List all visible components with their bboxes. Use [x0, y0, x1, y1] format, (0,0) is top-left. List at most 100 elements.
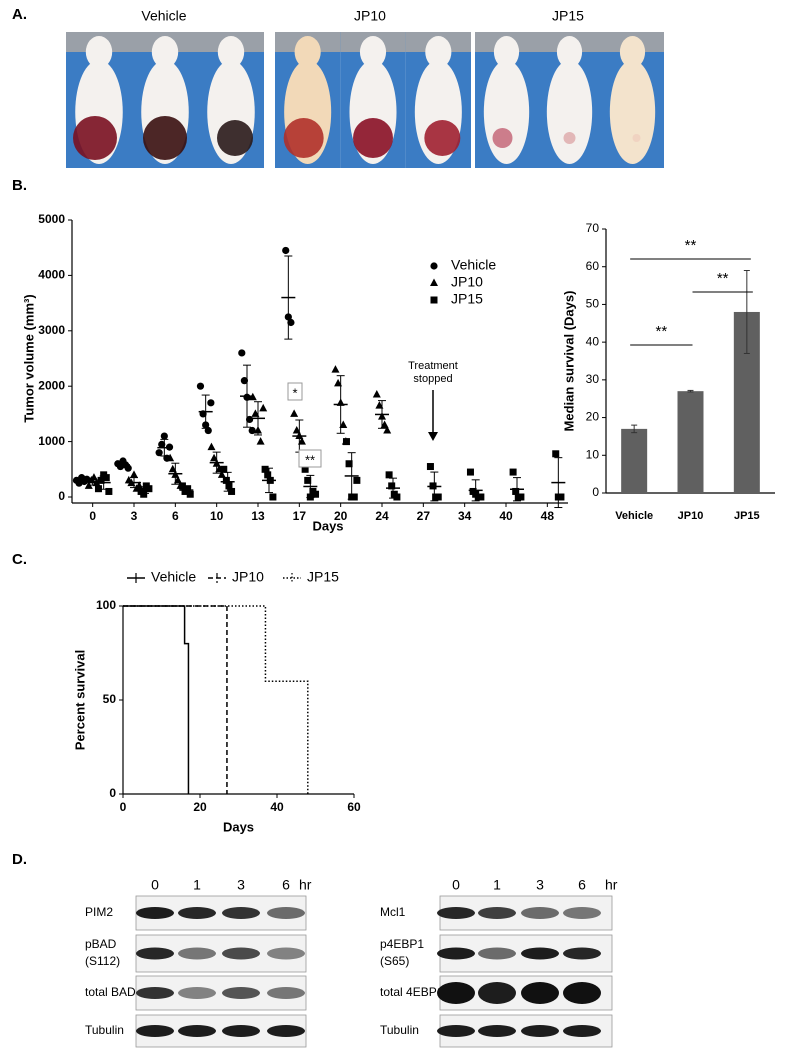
y-tick-label: 50	[586, 297, 600, 311]
data-point	[345, 460, 353, 468]
blot-band	[178, 1025, 216, 1037]
y-tick-label: 0	[58, 489, 65, 503]
data-point	[287, 318, 295, 327]
data-point	[251, 409, 260, 417]
data-point	[222, 476, 230, 484]
y-tick-label: 5000	[38, 212, 65, 226]
survival-line	[123, 605, 309, 794]
blot-row-label: PIM2	[85, 905, 113, 919]
annotation: *	[292, 385, 297, 400]
blot-band	[478, 907, 516, 919]
data-point	[388, 482, 396, 490]
data-point	[225, 482, 233, 490]
data-point	[372, 390, 381, 398]
time-label: 6	[282, 877, 290, 893]
data-point	[155, 449, 163, 457]
y-tick-label: 4000	[38, 268, 65, 282]
x-axis-label: Days	[312, 518, 343, 533]
data-point	[210, 453, 219, 462]
legend-label: Vehicle	[151, 569, 196, 585]
blot-band	[136, 947, 174, 960]
data-point	[248, 426, 256, 435]
x-axis-label: Days	[223, 819, 254, 834]
x-tick-label: 27	[417, 509, 431, 523]
data-point	[304, 476, 312, 484]
legend-label: JP15	[307, 569, 339, 585]
x-tick-label: 6	[172, 509, 179, 523]
data-point	[145, 485, 153, 493]
data-point	[166, 453, 175, 462]
data-point	[94, 485, 102, 493]
blot-band	[267, 907, 305, 919]
x-tick-label: 20	[193, 800, 207, 814]
data-point	[160, 432, 168, 440]
data-point	[102, 474, 110, 482]
data-point	[259, 403, 268, 412]
blot-row-label: (S112)	[85, 954, 120, 968]
bar	[677, 391, 704, 493]
data-point	[430, 262, 438, 270]
data-point	[207, 399, 215, 407]
blot-band	[222, 1025, 260, 1037]
x-tick-label: Vehicle	[615, 510, 653, 522]
time-label: 1	[193, 877, 201, 893]
data-point	[385, 471, 393, 479]
blot-row-label: total BAD	[85, 985, 136, 999]
blot-band	[222, 907, 260, 919]
blot-band	[178, 947, 216, 960]
data-point	[261, 465, 269, 473]
data-point	[124, 464, 132, 472]
mouse-head	[619, 36, 646, 68]
blot-band	[521, 1025, 559, 1037]
blot-row-label: (S65)	[380, 954, 409, 968]
data-point	[434, 493, 442, 501]
y-tick-label: 2000	[38, 378, 65, 392]
blot-band	[178, 987, 216, 999]
blot-band	[437, 907, 475, 919]
mouse-head	[217, 36, 245, 68]
annotation-box	[298, 449, 322, 468]
panel-label: A.	[12, 6, 27, 23]
data-point	[509, 468, 517, 476]
blot-band	[563, 982, 601, 1004]
y-tick-label: 100	[96, 598, 116, 612]
x-tick-label: 17	[293, 509, 307, 523]
y-tick-label: 1000	[38, 434, 65, 448]
time-label: 1	[493, 877, 501, 893]
blot-row-label: pBAD	[85, 937, 117, 951]
y-tick-label: 0	[109, 786, 116, 800]
data-point	[334, 378, 343, 387]
blot-band	[478, 1025, 516, 1037]
x-tick-label: 20	[334, 509, 348, 523]
data-point	[238, 349, 246, 357]
blot-band	[178, 907, 216, 919]
significance-label: **	[655, 323, 667, 340]
mouse-body	[483, 60, 530, 164]
mouse-head	[85, 36, 113, 68]
legend-label: JP15	[451, 291, 483, 307]
legend-label: JP10	[232, 569, 264, 585]
data-point	[184, 485, 192, 493]
blot-band	[136, 907, 174, 919]
data-point	[301, 465, 309, 473]
mouse-body	[546, 60, 593, 164]
data-point	[342, 438, 350, 446]
blot-band	[563, 947, 601, 960]
x-tick-label: 13	[251, 509, 265, 523]
arrow-head	[428, 432, 438, 441]
data-point	[140, 490, 148, 498]
panel-label: C.	[12, 551, 27, 568]
mouse-head	[425, 36, 452, 68]
y-tick-label: 70	[586, 221, 600, 235]
blot-row-label: Mcl1	[380, 905, 406, 919]
tumor	[424, 120, 461, 156]
time-label: 3	[237, 877, 245, 893]
data-point	[264, 471, 272, 479]
data-point	[256, 437, 265, 445]
data-point	[196, 382, 205, 390]
data-point	[312, 490, 320, 498]
data-point	[186, 490, 194, 498]
group-label: JP10	[354, 8, 386, 24]
data-point	[130, 470, 138, 478]
